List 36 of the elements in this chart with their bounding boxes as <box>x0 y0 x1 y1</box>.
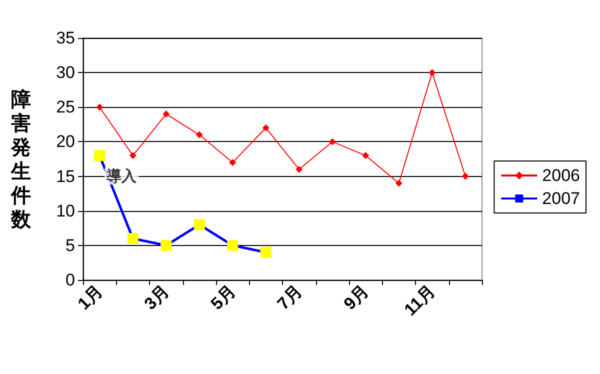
point <box>162 110 170 118</box>
point <box>462 172 469 180</box>
y-tick-label: 25 <box>56 98 75 117</box>
x-tick-label: 7月 <box>274 281 306 314</box>
y-tick-label: 20 <box>56 132 75 152</box>
y-tick-label: 10 <box>56 201 75 220</box>
point <box>194 219 205 230</box>
x-tick-label: 1月 <box>74 281 106 314</box>
y-tick-label: 30 <box>56 63 75 82</box>
point <box>428 69 436 76</box>
y-tick-label: 0 <box>66 270 75 290</box>
point <box>362 152 370 160</box>
point <box>96 104 104 111</box>
point <box>160 240 172 251</box>
y-tick-label: 35 <box>56 28 75 48</box>
y-tick-label: 15 <box>56 166 75 186</box>
legend-label: 2006 <box>542 166 580 185</box>
point <box>296 166 303 173</box>
y-tick-label: 5 <box>66 236 75 255</box>
point <box>260 246 272 258</box>
point <box>127 233 138 244</box>
point <box>94 150 106 162</box>
point <box>395 180 402 187</box>
point <box>129 152 136 160</box>
point <box>227 240 238 251</box>
y-axis-title: 障害発生件数 <box>10 87 32 231</box>
x-tick-label: 9月 <box>340 281 372 314</box>
x-tick-label: 5月 <box>207 281 240 314</box>
point <box>328 138 336 146</box>
x-tick-label: 3月 <box>140 281 173 314</box>
annotation: 導入 <box>106 167 138 186</box>
legend-label: 2007 <box>542 189 580 208</box>
point <box>262 124 270 132</box>
point <box>229 158 236 166</box>
x-tick-label: 11月 <box>400 281 439 320</box>
point <box>196 131 203 138</box>
